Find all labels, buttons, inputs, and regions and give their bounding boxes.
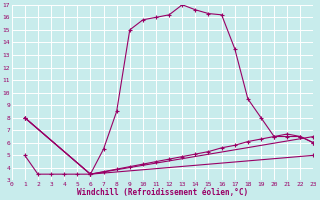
- X-axis label: Windchill (Refroidissement éolien,°C): Windchill (Refroidissement éolien,°C): [77, 188, 248, 197]
